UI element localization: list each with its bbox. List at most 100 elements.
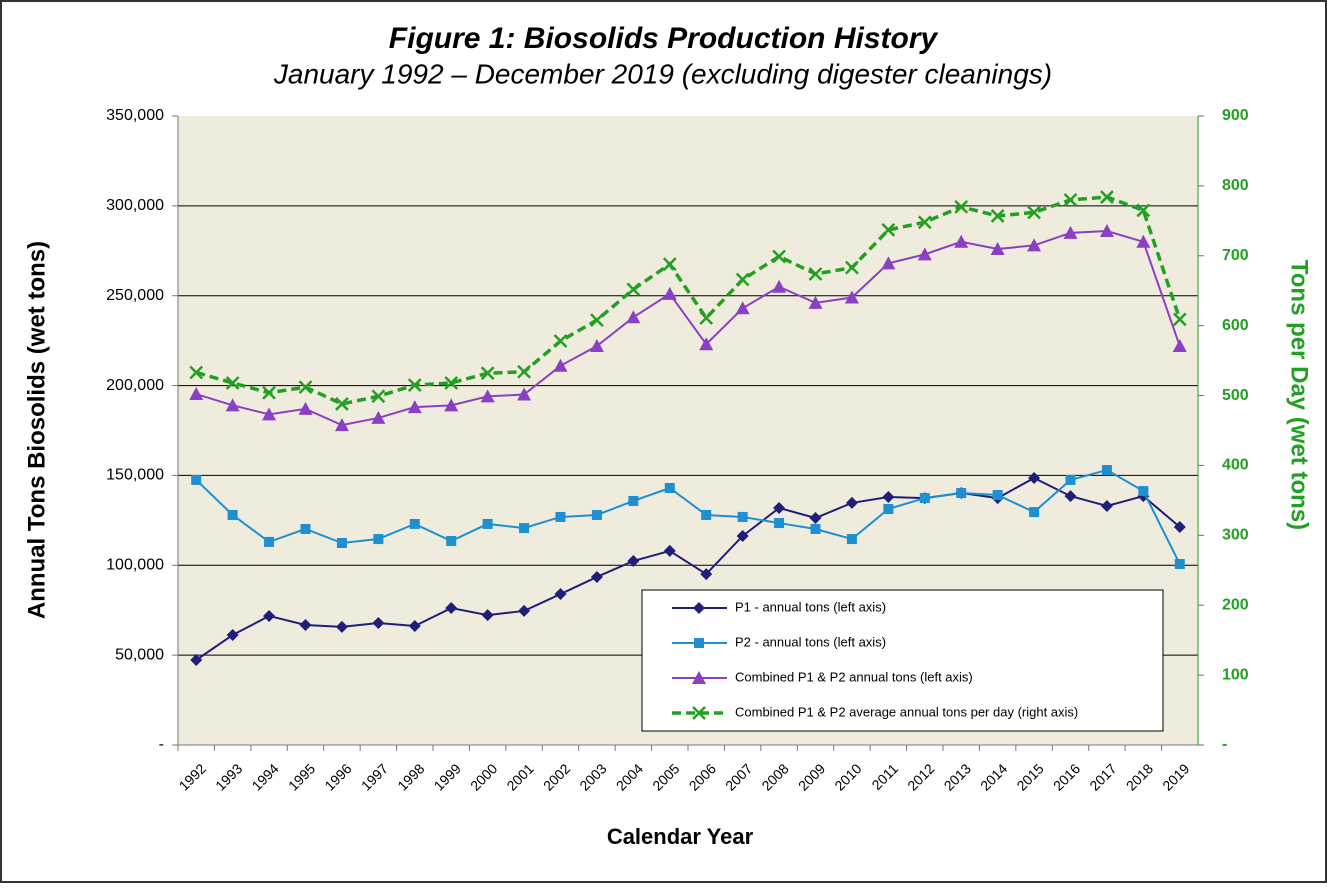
series-marker <box>591 509 602 520</box>
series-marker <box>227 509 238 520</box>
series-marker <box>1027 205 1041 220</box>
legend-label: P1 - annual tons (left axis) <box>735 599 886 614</box>
y-tick-label: 50,000 <box>115 646 164 663</box>
legend-marker <box>694 638 704 648</box>
series-marker <box>189 387 204 401</box>
legend-marker <box>692 706 706 720</box>
series-marker <box>335 397 349 411</box>
series-marker <box>664 483 675 494</box>
series-marker <box>1172 339 1187 353</box>
series-marker <box>772 249 786 264</box>
y-tick-label: 150,000 <box>106 467 164 484</box>
chart-subtitle: January 1992 – December 2019 (excluding … <box>273 58 1052 89</box>
y2-tick-label: - <box>1222 736 1227 753</box>
series-marker <box>810 523 821 534</box>
y-tick-label: 250,000 <box>106 287 164 304</box>
series-marker <box>334 418 349 432</box>
series-marker <box>846 534 857 545</box>
legend-label: Combined P1 & P2 annual tons (left axis) <box>735 669 973 684</box>
legend-marker <box>693 602 705 614</box>
series-marker <box>407 400 422 414</box>
series-marker <box>881 223 896 237</box>
series-marker <box>992 490 1003 501</box>
series-marker <box>335 620 348 633</box>
legend <box>641 589 1164 732</box>
series-marker <box>553 334 568 348</box>
y2-tick-label: 700 <box>1222 247 1249 264</box>
series-marker <box>191 474 202 485</box>
y-tick-label: 100,000 <box>106 557 164 574</box>
series-marker <box>736 529 749 542</box>
series-marker <box>1100 190 1114 204</box>
series-marker <box>845 260 859 275</box>
legend-label: P2 - annual tons (left axis) <box>735 634 886 649</box>
y-tick-label: 300,000 <box>106 197 164 214</box>
series-line <box>195 230 1181 427</box>
series-marker <box>772 279 787 293</box>
series-marker <box>773 501 786 514</box>
series-marker <box>519 523 530 534</box>
series-marker <box>809 512 822 525</box>
series-marker <box>626 282 641 297</box>
series-marker <box>919 493 930 504</box>
series-marker <box>262 407 277 421</box>
series-marker <box>589 339 604 353</box>
series-marker <box>444 376 459 390</box>
series-marker <box>264 536 275 547</box>
y-tick-label: 200,000 <box>106 377 164 394</box>
y2-tick-label: 500 <box>1222 387 1249 404</box>
series-marker <box>336 538 347 549</box>
series-marker <box>371 389 386 404</box>
series-marker <box>371 410 386 424</box>
y2-tick-label: 600 <box>1222 317 1249 334</box>
series-marker <box>1099 224 1114 238</box>
series-marker <box>699 337 714 351</box>
y2-tick-label: 900 <box>1222 107 1249 124</box>
chart-title: Figure 1: Biosolids Production History <box>389 22 939 55</box>
series-line <box>195 476 1181 661</box>
series-marker <box>482 518 493 529</box>
y2-tick-label: 100 <box>1222 666 1249 683</box>
legend-label: Combined P1 & P2 average annual tons per… <box>735 704 1078 719</box>
series-marker <box>1028 471 1041 484</box>
series-marker <box>701 509 712 520</box>
series-marker <box>298 401 313 415</box>
series-marker <box>517 364 531 379</box>
y-tick-label: 350,000 <box>106 107 164 124</box>
series-marker <box>373 534 384 545</box>
series-marker <box>190 653 203 666</box>
series-marker <box>662 257 677 272</box>
series-marker <box>627 554 640 567</box>
series-marker <box>408 620 421 633</box>
series-marker <box>553 358 568 372</box>
series-marker <box>444 398 459 412</box>
series-marker <box>225 376 240 390</box>
series-marker <box>517 387 532 401</box>
series-marker <box>990 241 1005 255</box>
series-marker <box>844 290 859 304</box>
series-marker <box>628 495 639 506</box>
series-marker <box>626 310 641 324</box>
y2-tick-label: 400 <box>1222 457 1249 474</box>
y-tick-label: - <box>159 736 164 753</box>
series-marker <box>990 209 1005 223</box>
series-marker <box>481 609 494 622</box>
series-marker <box>372 616 385 629</box>
series-marker <box>518 604 531 617</box>
y2-axis-title: Tons per Day (wet tons) <box>1286 260 1313 530</box>
series-marker <box>555 511 566 522</box>
x-axis-title: Calendar Year <box>607 824 754 849</box>
series-marker <box>882 490 895 503</box>
series-marker <box>298 380 313 395</box>
legend-marker <box>692 671 706 684</box>
series-marker <box>1136 203 1151 218</box>
series-marker <box>480 389 495 403</box>
series-marker <box>881 256 896 270</box>
series-marker <box>407 378 422 392</box>
series-line <box>195 195 1182 406</box>
series-marker <box>917 247 932 261</box>
series-marker <box>1138 486 1149 497</box>
series-marker <box>300 523 311 534</box>
series-marker <box>808 267 823 281</box>
